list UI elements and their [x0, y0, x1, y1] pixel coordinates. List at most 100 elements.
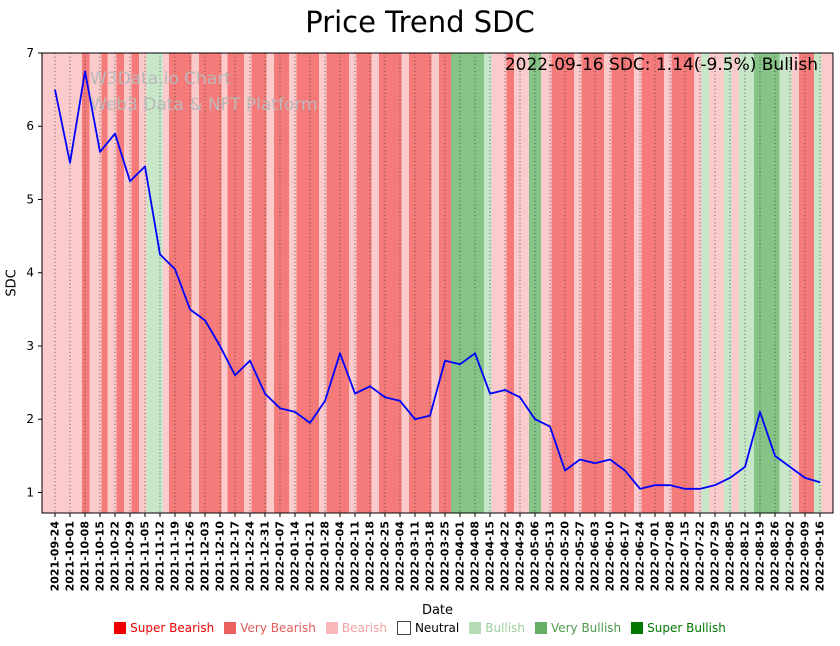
x-tick-label: 2022-04-15 [484, 521, 497, 591]
x-tick-label: 2022-02-25 [379, 521, 392, 591]
y-tick-label: 2 [26, 412, 34, 426]
x-tick-label: 2022-02-04 [334, 521, 347, 592]
sentiment-band [694, 53, 702, 513]
sentiment-band [484, 53, 492, 513]
x-tick-label: 2022-04-08 [469, 521, 482, 591]
sentiment-band [779, 53, 792, 513]
x-tick-label: 2021-12-10 [214, 521, 227, 592]
sentiment-band [371, 53, 379, 513]
x-tick-label: 2022-06-24 [634, 521, 647, 592]
x-tick-label: 2021-10-29 [124, 521, 137, 591]
legend-item-neutral: Neutral [396, 621, 459, 635]
x-tick-label: 2021-12-17 [229, 521, 242, 591]
x-tick-label: 2022-02-11 [349, 521, 362, 591]
sentiment-band [551, 53, 574, 513]
sentiment-band [163, 53, 169, 513]
sentiment-band [296, 53, 319, 513]
x-tick-label: 2022-09-16 [814, 521, 827, 592]
sentiment-band [491, 53, 507, 513]
legend-item-bullish: Bullish [469, 621, 525, 635]
sentiment-band [379, 53, 402, 513]
plot-border [41, 52, 834, 514]
x-tick-label: 2022-01-14 [289, 521, 302, 592]
x-tick-label: 2021-11-05 [139, 521, 152, 591]
sentiment-band [641, 53, 664, 513]
legend-item-super-bullish: Super Bullish [631, 621, 726, 635]
page-title: Price Trend SDC [305, 5, 535, 39]
legend-label-very-bullish: Very Bullish [550, 621, 622, 635]
sentiment-band [604, 53, 612, 513]
sentiment-band [514, 53, 529, 513]
legend-swatch-bearish [325, 622, 338, 634]
sentiment-band [221, 53, 228, 513]
legend-swatch-very-bearish [224, 622, 237, 634]
x-axis-label: Date [421, 603, 454, 618]
y-tick-label: 5 [26, 192, 34, 206]
x-tick-label: 2022-01-21 [304, 521, 317, 591]
y-tick-label: 4 [26, 266, 34, 280]
sentiment-band [227, 53, 244, 513]
x-tick-label: 2022-07-01 [649, 521, 662, 591]
legend-label-bearish: Bearish [341, 621, 387, 635]
sentiment-band [101, 53, 108, 513]
y-axis-ticks: 1 2 3 4 5 6 7 [26, 46, 42, 499]
sentiment-band [506, 53, 514, 513]
legend-item-super-bearish: Super Bearish [114, 621, 214, 635]
x-tick-label: 2022-07-29 [709, 521, 722, 591]
legend-swatch-neutral [396, 621, 411, 635]
y-tick-label: 1 [26, 485, 34, 499]
x-tick-label: 2022-03-18 [424, 521, 437, 591]
x-tick-label: 2021-12-24 [244, 521, 257, 592]
latest-value-annotation: 2022-09-16 SDC: 1.14(-9.5%) Bullish [504, 55, 818, 75]
x-tick-label: 2021-12-31 [259, 521, 272, 591]
sentiment-band [289, 53, 297, 513]
sentiment-band [251, 53, 267, 513]
x-tick-label: 2021-10-08 [79, 521, 92, 591]
sentiment-band [791, 53, 799, 513]
x-tick-label: 2021-10-22 [109, 521, 122, 591]
x-tick-label: 2022-04-29 [514, 521, 527, 591]
sentiment-band [634, 53, 642, 513]
sentiment-band [529, 53, 541, 513]
legend-swatch-very-bullish [534, 622, 547, 634]
x-tick-label: 2021-11-26 [184, 521, 197, 592]
x-tick-label: 2022-04-22 [499, 521, 512, 591]
x-tick-label: 2022-07-22 [694, 521, 707, 591]
sentiment-band [724, 53, 732, 513]
x-tick-label: 2022-06-17 [619, 521, 632, 591]
x-tick-label: 2021-10-01 [64, 521, 77, 591]
x-tick-label: 2022-05-13 [544, 521, 557, 591]
x-tick-label: 2022-03-25 [439, 521, 452, 591]
legend-label-bullish: Bullish [485, 621, 525, 635]
sentiment-band [244, 53, 252, 513]
sentiment-band [191, 53, 199, 513]
x-tick-label: 2022-09-09 [799, 521, 812, 591]
sentiment-band [431, 53, 439, 513]
x-tick-label: 2022-03-04 [394, 521, 407, 592]
sentiment-band [82, 53, 90, 513]
y-axis-label: SDC [4, 269, 20, 297]
sentiment-band [199, 53, 222, 513]
sentiment-band [574, 53, 582, 513]
legend-swatch-super-bullish [631, 622, 644, 634]
sentiment-band [107, 53, 117, 513]
sentiment-band [131, 53, 139, 513]
x-tick-label: 2022-08-19 [754, 521, 767, 591]
legend-swatch-super-bearish [114, 622, 127, 634]
y-tick-label: 3 [26, 339, 34, 353]
legend-swatch-bullish [469, 622, 482, 634]
sentiment-band [356, 53, 372, 513]
sentiment-band [401, 53, 409, 513]
x-tick-label: 2022-05-27 [574, 521, 587, 591]
x-tick-label: 2022-08-05 [724, 521, 737, 591]
legend-item-very-bearish: Very Bearish [224, 621, 316, 635]
sentiment-band [451, 53, 484, 513]
sentiment-band [581, 53, 604, 513]
sentiment-band [139, 53, 147, 513]
legend-label-very-bearish: Very Bearish [240, 621, 316, 635]
x-tick-label: 2022-01-28 [319, 521, 332, 591]
sentiment-band [409, 53, 432, 513]
sentiment-band [146, 53, 163, 513]
